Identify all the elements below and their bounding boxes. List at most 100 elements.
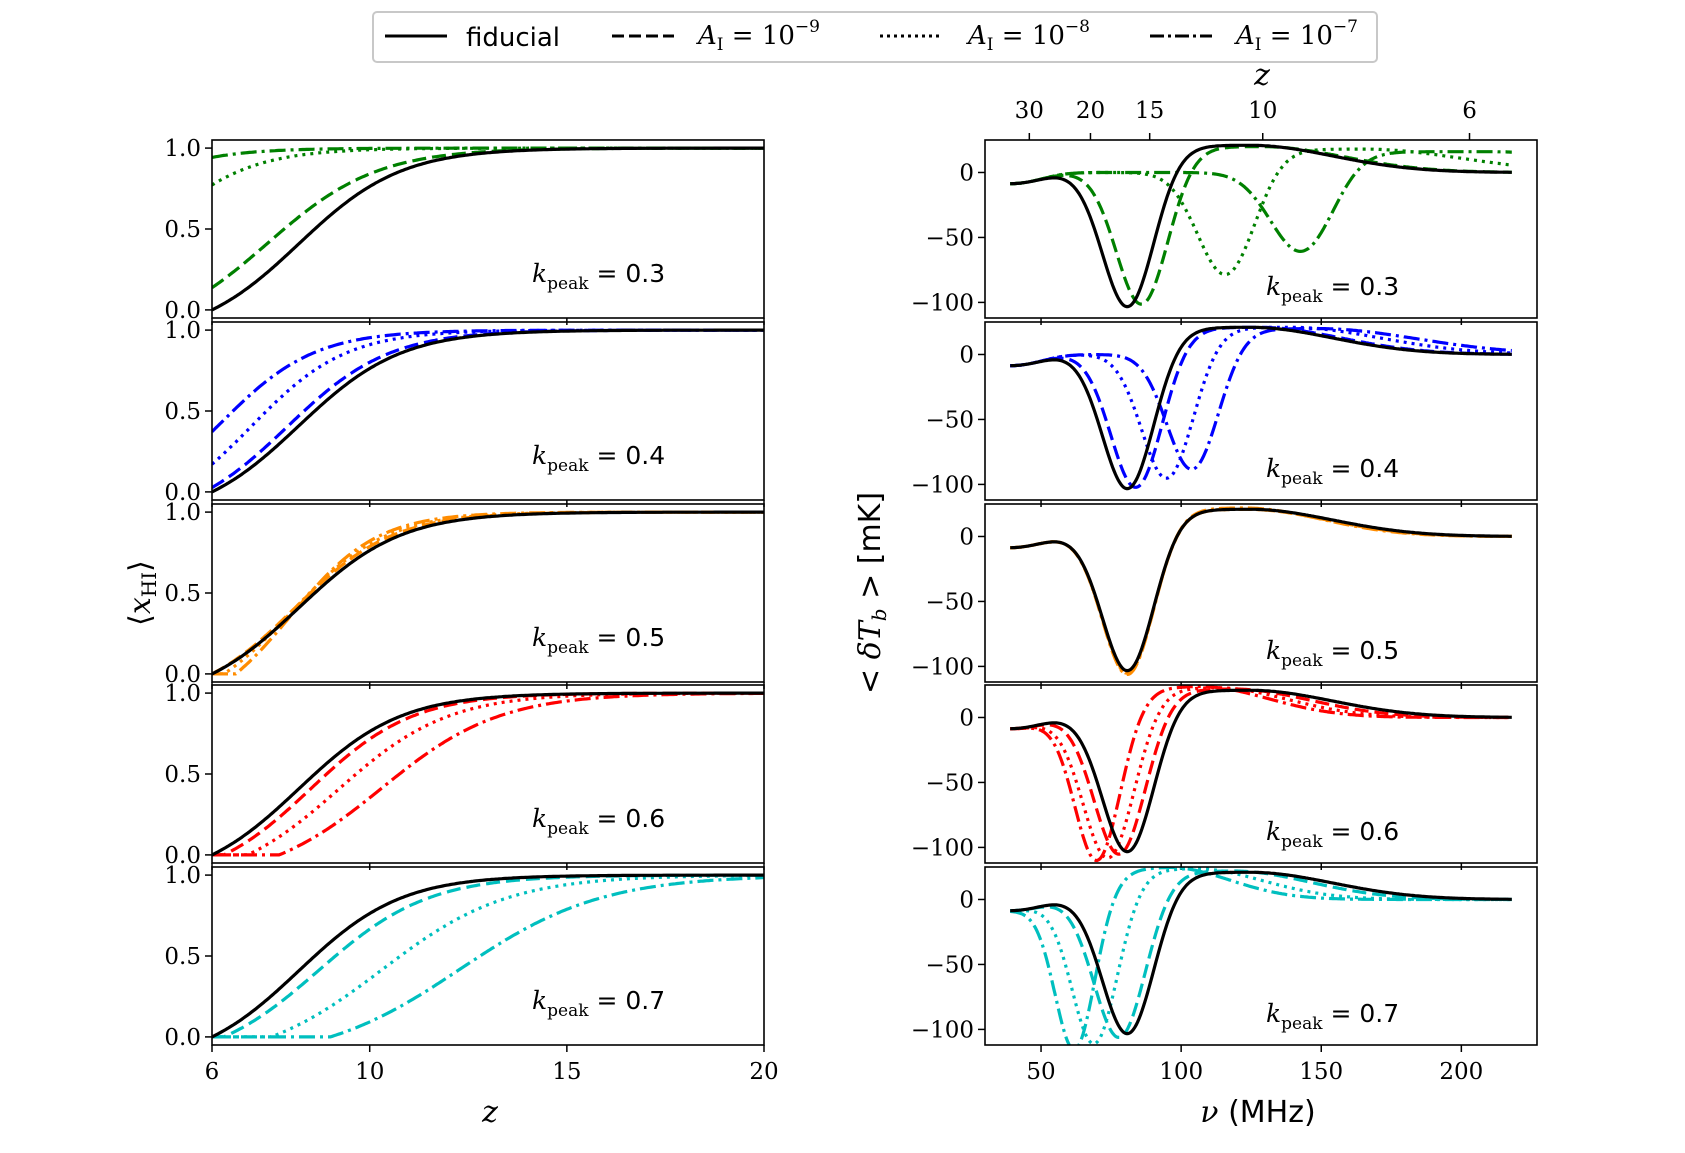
left-series-a7-row-1	[212, 328, 764, 433]
right-series-fiducial-row-2	[1010, 507, 1512, 673]
left-kpeak-annotation-row-1: kpeak = 0.4	[532, 441, 665, 476]
left-panel-row-1: 0.0 0.5 1.0 kpeak = 0.4	[164, 318, 765, 507]
left-series-a7-row-3	[212, 691, 764, 857]
left-ytick-label: 0.0	[164, 298, 201, 324]
left-series-fiducial-row-3	[212, 691, 764, 857]
right-kpeak-annotation-row-3: kpeak = 0.6	[1266, 817, 1399, 852]
right-frame-row-2	[984, 503, 1538, 683]
right-series-a8-row-3	[1010, 686, 1512, 860]
left-series-fiducial-row-2	[212, 510, 764, 676]
right-ytick-label: −50	[925, 589, 974, 615]
right-series-a8-row-1	[1010, 325, 1512, 480]
right-panel-row-3: 0 −50 −100 kpeak = 0.6	[911, 684, 1538, 870]
right-ytick-label: −100	[911, 835, 974, 861]
legend-fiducial-label: fiducial	[466, 23, 560, 53]
right-ytick-label: −100	[911, 472, 974, 498]
left-series-a7-row-2	[212, 510, 764, 676]
left-ytick-label: 0.5	[164, 217, 201, 243]
left-series-a9-row-0	[212, 146, 764, 290]
right-xtick-label: 200	[1439, 1059, 1483, 1085]
right-series-a8-row-4	[1010, 867, 1512, 1045]
right-top-tick-label: 10	[1248, 98, 1277, 124]
left-series-a9-row-2	[212, 510, 764, 676]
left-ytick-label: 0.0	[164, 480, 201, 506]
right-ytick-label: −100	[911, 290, 974, 316]
left-series-fiducial-row-4	[212, 873, 764, 1039]
right-ytick-label: −50	[925, 952, 974, 978]
left-xlabel: z	[481, 1095, 498, 1130]
left-xtick-label: 20	[749, 1059, 778, 1085]
left-series-a7-row-4	[212, 876, 764, 1039]
left-ytick-label: 1.0	[164, 500, 201, 526]
right-top-tick-label: 15	[1135, 98, 1164, 124]
left-panel-row-4: 0.0 0.5 1.0 6 10 15 20 kpeak = 0.7	[164, 863, 778, 1085]
right-ytick-label: −50	[925, 407, 974, 433]
right-frame-row-1	[984, 321, 1538, 501]
left-kpeak-annotation-row-4: kpeak = 0.7	[532, 986, 665, 1021]
left-series-a9-row-4	[212, 873, 764, 1039]
legend-box	[372, 11, 1378, 63]
right-ytick-label: 0	[959, 524, 974, 550]
right-xtick-label: 50	[1026, 1059, 1055, 1085]
left-ytick-label: 0.5	[164, 762, 201, 788]
right-top-tick-label: 30	[1015, 98, 1044, 124]
left-series-fiducial-row-0	[212, 146, 764, 312]
left-xtick-label: 15	[552, 1059, 581, 1085]
right-ytick-label: 0	[959, 342, 974, 368]
left-ylabel: ⟨xHI⟩	[123, 560, 161, 626]
right-frame-row-0	[984, 139, 1538, 319]
right-ytick-label: −50	[925, 770, 974, 796]
right-ytick-label: −100	[911, 1017, 974, 1043]
right-ytick-label: 0	[959, 160, 974, 186]
left-panel-row-3: 0.0 0.5 1.0 kpeak = 0.6	[164, 681, 765, 870]
left-ytick-label: 0.5	[164, 581, 201, 607]
right-series-fiducial-row-4	[1010, 870, 1512, 1036]
right-series-a8-row-0	[1010, 147, 1513, 277]
left-frame-row-4	[211, 866, 765, 1046]
right-top-axis: 30 20 15 10 6	[1015, 98, 1477, 140]
left-kpeak-annotation-row-2: kpeak = 0.5	[532, 623, 665, 658]
left-ytick-label: 0.0	[164, 662, 201, 688]
left-kpeak-annotation-row-0: kpeak = 0.3	[532, 259, 665, 294]
right-series-fiducial-row-1	[1010, 325, 1512, 491]
right-frame-row-4	[984, 866, 1538, 1046]
left-kpeak-annotation-row-3: kpeak = 0.6	[532, 804, 665, 839]
left-series-a8-row-2	[212, 510, 764, 676]
left-ytick-label: 1.0	[164, 318, 201, 344]
right-panel-row-0: 0 −50 −100 kpeak = 0.3	[911, 139, 1538, 325]
right-series-fiducial-row-3	[1010, 688, 1512, 854]
right-xtick-label: 100	[1159, 1059, 1203, 1085]
left-ytick-label: 1.0	[164, 136, 201, 162]
legend: fiducial AI = 10−9 AI = 10−8 AI = 10−7	[372, 11, 1378, 63]
left-ytick-label: 0.0	[164, 843, 201, 869]
right-panel-row-2: 0 −50 −100 kpeak = 0.5	[911, 503, 1538, 689]
left-ytick-label: 1.0	[164, 681, 201, 707]
legend-a9-label: AI = 10−9	[696, 17, 820, 55]
right-top-xlabel: z	[1253, 58, 1270, 93]
left-series-a8-row-4	[212, 873, 764, 1039]
right-ylabel: < δTb > [mK]	[853, 492, 891, 694]
right-panel-row-4: 0 −50 −100 50 100 150 200 kpeak = 0.7	[911, 866, 1538, 1085]
right-series-a7-row-3	[1010, 685, 1512, 863]
right-kpeak-annotation-row-2: kpeak = 0.5	[1266, 636, 1399, 671]
left-frame-row-3	[211, 684, 765, 864]
right-ytick-label: 0	[959, 887, 974, 913]
left-panel-row-0: 0.0 0.5 1.0 kpeak = 0.3	[164, 136, 765, 325]
right-kpeak-annotation-row-0: kpeak = 0.3	[1266, 272, 1399, 307]
left-series-a9-row-1	[212, 328, 764, 489]
left-frame-row-2	[211, 503, 765, 683]
right-xlabel: ν (MHz)	[1200, 1095, 1315, 1130]
right-ytick-label: −100	[911, 654, 974, 680]
right-series-a7-row-0	[1010, 150, 1512, 254]
right-xtick-label: 150	[1299, 1059, 1343, 1085]
left-ytick-label: 0.0	[164, 1025, 201, 1051]
left-ytick-label: 0.5	[164, 944, 201, 970]
right-top-tick-label: 6	[1462, 98, 1477, 124]
left-series-a9-row-3	[212, 691, 764, 857]
right-top-tick-label: 20	[1076, 98, 1105, 124]
right-kpeak-annotation-row-4: kpeak = 0.7	[1266, 999, 1399, 1034]
legend-a7-label: AI = 10−7	[1234, 17, 1358, 55]
left-panel-row-2: 0.0 0.5 1.0 kpeak = 0.5	[164, 500, 765, 689]
right-frame-row-3	[984, 684, 1538, 864]
